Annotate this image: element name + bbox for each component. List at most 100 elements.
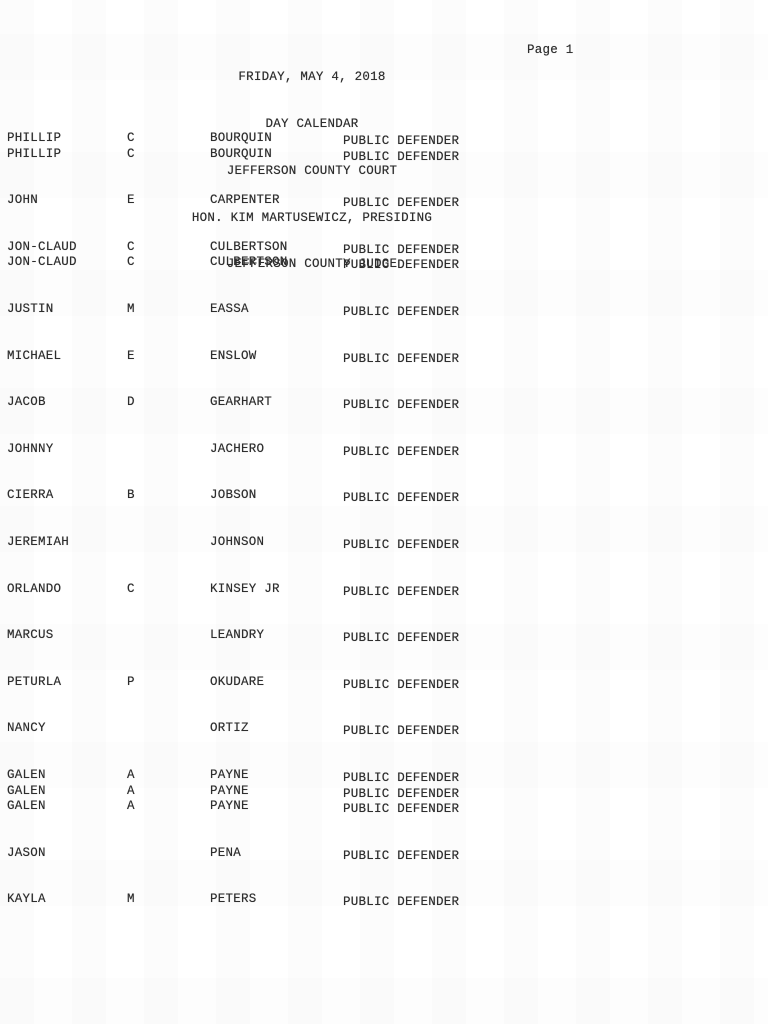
counsel: PUBLIC DEFENDER (343, 444, 460, 459)
calendar-row: GALEN A PAYNE PUBLIC DEFENDER (0, 799, 768, 817)
middle-initial: M (127, 892, 135, 907)
first-name: MARCUS (7, 628, 54, 643)
calendar-group: GALEN A PAYNE PUBLIC DEFENDER GALEN A PAYNE PUB… (0, 767, 768, 817)
counsel: PUBLIC DEFENDER (343, 242, 460, 257)
header-judge-title: JEFFERSON COUNTY JUDGE (226, 257, 398, 272)
last-name: CARPENTER (210, 193, 280, 208)
calendar-row: NANCY ORTIZ PUBLIC DEFENDER (0, 721, 768, 739)
calendar-row: KAYLA M PETERS PUBLIC DEFENDER (0, 892, 768, 910)
middle-initial: E (127, 348, 135, 363)
middle-initial: P (127, 674, 135, 689)
counsel: PUBLIC DEFENDER (343, 304, 460, 319)
middle-initial: C (127, 146, 135, 161)
last-name: PAYNE (210, 783, 249, 798)
counsel: PUBLIC DEFENDER (343, 149, 460, 164)
calendar-group: KAYLA M PETERS PUBLIC DEFENDER (0, 892, 768, 910)
calendar-group: CIERRA B JOBSON PUBLIC DEFENDER (0, 488, 768, 506)
calendar-group: JOHN E CARPENTER PUBLIC DEFENDER (0, 193, 768, 211)
calendar-group: PHILLIP C BOURQUIN PUBLIC DEFENDER PHILLIP C B… (0, 131, 768, 164)
calendar-row: JASON PENA PUBLIC DEFENDER (0, 845, 768, 863)
counsel: PUBLIC DEFENDER (343, 196, 460, 211)
last-name: BOURQUIN (210, 146, 273, 161)
middle-initial: E (127, 193, 135, 208)
last-name: BOURQUIN (210, 131, 273, 145)
last-name: PETERS (210, 892, 257, 907)
counsel: PUBLIC DEFENDER (343, 134, 460, 148)
header-calendar-title: DAY CALENDAR (265, 116, 359, 131)
first-name: GALEN (7, 799, 46, 814)
calendar-group: JEREMIAH JOHNSON PUBLIC DEFENDER (0, 534, 768, 552)
first-name: JUSTIN (7, 301, 54, 316)
middle-initial: A (127, 799, 135, 814)
counsel: PUBLIC DEFENDER (343, 631, 460, 646)
counsel: PUBLIC DEFENDER (343, 537, 460, 552)
last-name: PAYNE (210, 799, 249, 814)
counsel: PUBLIC DEFENDER (343, 258, 460, 273)
calendar-group: JUSTIN M EASSA PUBLIC DEFENDER (0, 301, 768, 319)
counsel: PUBLIC DEFENDER (343, 491, 460, 506)
calendar-row: JON-CLAUD C CULBERTSON PUBLIC DEFENDER (0, 239, 768, 257)
calendar-group: JACOB D GEARHART PUBLIC DEFENDER (0, 395, 768, 413)
last-name: OKUDARE (210, 674, 265, 689)
last-name: GEARHART (210, 395, 273, 410)
first-name: JASON (7, 845, 46, 860)
last-name: ORTIZ (210, 721, 249, 736)
middle-initial: C (127, 131, 135, 145)
first-name: PETURLA (7, 674, 62, 689)
header-date-line: FRIDAY, MAY 4, 2018 (238, 70, 386, 85)
first-name: JEREMIAH (7, 534, 70, 549)
calendar-row: JEREMIAH JOHNSON PUBLIC DEFENDER (0, 534, 768, 552)
calendar-group: PETURLA P OKUDARE PUBLIC DEFENDER (0, 674, 768, 692)
counsel: PUBLIC DEFENDER (343, 724, 460, 739)
calendar-group: ORLANDO C KINSEY JR PUBLIC DEFENDER (0, 581, 768, 599)
last-name: KINSEY JR (210, 581, 280, 596)
calendar-row: PHILLIP C BOURQUIN PUBLIC DEFENDER (0, 146, 768, 164)
middle-initial: A (127, 783, 135, 798)
middle-initial: C (127, 255, 135, 270)
last-name: PAYNE (210, 767, 249, 782)
first-name: NANCY (7, 721, 46, 736)
counsel: PUBLIC DEFENDER (343, 802, 460, 817)
first-name: PHILLIP (7, 131, 62, 145)
counsel: PUBLIC DEFENDER (343, 398, 460, 413)
first-name: PHILLIP (7, 146, 62, 161)
calendar-row: ORLANDO C KINSEY JR PUBLIC DEFENDER (0, 581, 768, 599)
middle-initial: M (127, 301, 135, 316)
calendar-row: JOHN E CARPENTER PUBLIC DEFENDER (0, 193, 768, 211)
first-name: GALEN (7, 783, 46, 798)
last-name: CULBERTSON (210, 239, 288, 254)
calendar-group: MICHAEL E ENSLOW PUBLIC DEFENDER (0, 348, 768, 366)
first-name: JON-CLAUD (7, 255, 77, 270)
header-court-name: JEFFERSON COUNTY COURT (226, 163, 398, 178)
calendar-group: JASON PENA PUBLIC DEFENDER (0, 845, 768, 863)
counsel: PUBLIC DEFENDER (343, 895, 460, 910)
first-name: CIERRA (7, 488, 54, 503)
middle-initial: A (127, 767, 135, 782)
first-name: JOHNNY (7, 441, 54, 456)
calendar-group: JON-CLAUD C CULBERTSON PUBLIC DEFENDER JON-C… (0, 239, 768, 273)
middle-initial: C (127, 239, 135, 254)
calendar-row: PETURLA P OKUDARE PUBLIC DEFENDER (0, 674, 768, 692)
document-header: FRIDAY, MAY 4, 2018 DAY CALENDAR JEFFERS… (0, 39, 624, 304)
calendar-group: MARCUS LEANDRY PUBLIC DEFENDER (0, 628, 768, 646)
counsel: PUBLIC DEFENDER (343, 786, 460, 801)
calendar-entries: PHILLIP C BOURQUIN PUBLIC DEFENDER PHILLIP C B… (0, 131, 768, 939)
last-name: ENSLOW (210, 348, 257, 363)
counsel: PUBLIC DEFENDER (343, 770, 460, 785)
counsel: PUBLIC DEFENDER (343, 848, 460, 863)
middle-initial: D (127, 395, 135, 410)
counsel: PUBLIC DEFENDER (343, 584, 460, 599)
calendar-row: GALEN A PAYNE PUBLIC DEFENDER (0, 783, 768, 801)
calendar-group: JOHNNY JACHERO PUBLIC DEFENDER (0, 441, 768, 459)
last-name: LEANDRY (210, 628, 265, 643)
calendar-row: MARCUS LEANDRY PUBLIC DEFENDER (0, 628, 768, 646)
middle-initial: C (127, 581, 135, 596)
first-name: MICHAEL (7, 348, 62, 363)
calendar-row: MICHAEL E ENSLOW PUBLIC DEFENDER (0, 348, 768, 366)
calendar-row: JUSTIN M EASSA PUBLIC DEFENDER (0, 301, 768, 319)
last-name: JOHNSON (210, 534, 265, 549)
middle-initial: B (127, 488, 135, 503)
calendar-row: GALEN A PAYNE PUBLIC DEFENDER (0, 767, 768, 785)
first-name: JON-CLAUD (7, 239, 77, 254)
